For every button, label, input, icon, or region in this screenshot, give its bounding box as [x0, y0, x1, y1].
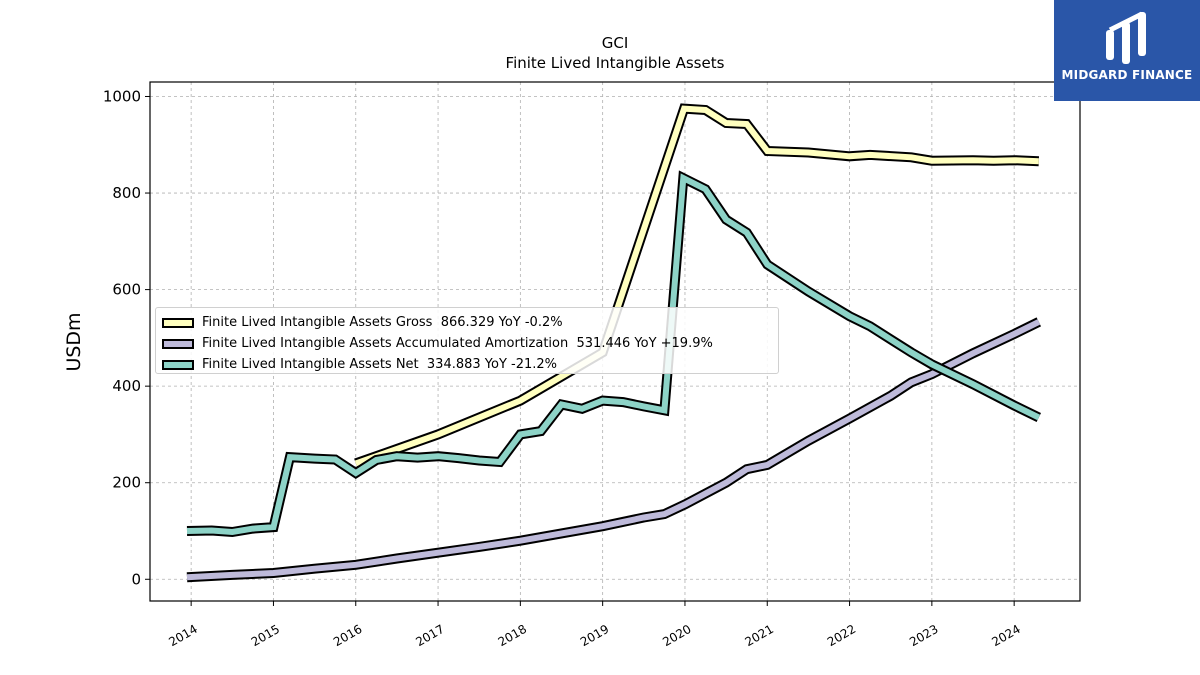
legend-swatch-gross: [162, 317, 194, 328]
series-line: [186, 319, 1041, 581]
x-tick-label: 2022: [825, 622, 858, 649]
x-tick-label: 2021: [743, 622, 776, 649]
y-axis-ticks: 0 200 400 600 800 1000: [103, 87, 150, 588]
brand-logo: MIDGARD FINANCE: [1054, 0, 1200, 101]
x-axis-ticks: 2014 2015 2016 2017 2018 2019 2020 2021 2022 2023…: [166, 601, 1023, 649]
logo-mark-icon: [1106, 11, 1146, 64]
x-tick-label: 2019: [578, 622, 611, 649]
legend-swatch-amortization: [162, 338, 194, 349]
legend: Finite Lived Intangible Assets Gross 866…: [155, 307, 779, 374]
series-0: [354, 103, 1040, 469]
y-axis-label: USDm: [63, 312, 85, 371]
logo-text: MIDGARD FINANCE: [1061, 68, 1193, 82]
x-tick-label: 2017: [413, 622, 446, 649]
legend-item-net: Finite Lived Intangible Assets Net 334.8…: [162, 354, 778, 375]
y-tick-label: 0: [131, 570, 141, 588]
x-tick-label: 2014: [166, 622, 199, 649]
series-line: [186, 173, 1041, 536]
series-line: [354, 105, 1039, 467]
x-tick-label: 2015: [249, 622, 282, 649]
legend-item-gross: Finite Lived Intangible Assets Gross 866…: [162, 312, 778, 333]
x-tick-label: 2018: [496, 622, 529, 649]
series-2: [186, 170, 1041, 538]
y-tick-label: 200: [112, 474, 141, 492]
y-tick-label: 600: [112, 281, 141, 299]
legend-swatch-net: [162, 359, 194, 370]
y-tick-label: 1000: [103, 87, 141, 105]
x-tick-label: 2023: [907, 622, 940, 649]
legend-item-amortization: Finite Lived Intangible Assets Accumulat…: [162, 333, 778, 354]
y-tick-label: 800: [112, 184, 141, 202]
series-1: [186, 317, 1042, 583]
legend-label-gross: Finite Lived Intangible Assets Gross 866…: [202, 315, 563, 330]
y-tick-label: 400: [112, 377, 141, 395]
x-tick-label: 2016: [331, 622, 364, 649]
chart-title: GCI: [602, 34, 629, 52]
legend-label-net: Finite Lived Intangible Assets Net 334.8…: [202, 357, 558, 372]
legend-label-amortization: Finite Lived Intangible Assets Accumulat…: [202, 336, 713, 351]
plot-frame: [149, 81, 1081, 602]
x-tick-label: 2024: [989, 622, 1022, 649]
x-tick-label: 2020: [660, 622, 693, 649]
chart-subtitle: Finite Lived Intangible Assets: [506, 54, 725, 72]
